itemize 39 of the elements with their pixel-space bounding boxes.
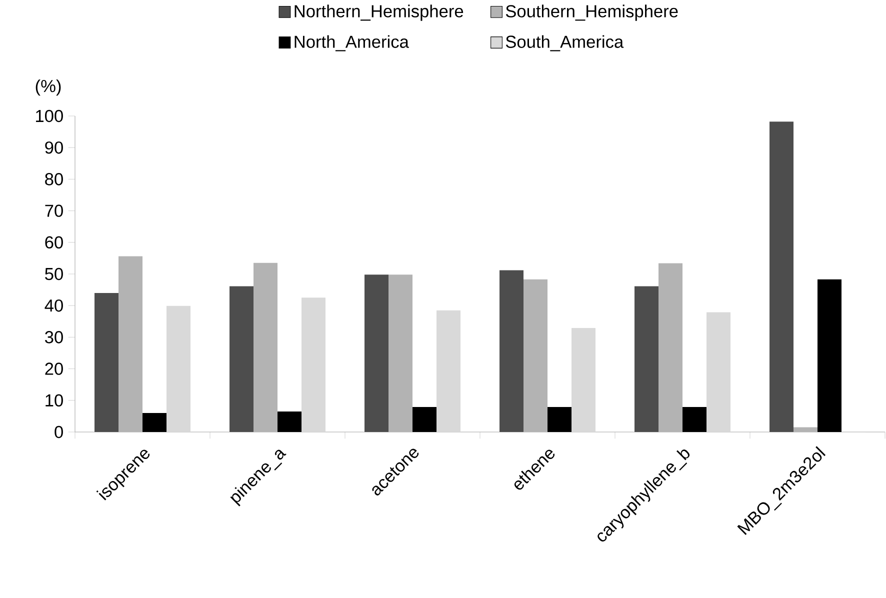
- y-tick-label: 90: [45, 141, 63, 154]
- y-tick-label: 20: [45, 362, 63, 375]
- bar: [500, 270, 524, 432]
- bar: [658, 263, 683, 432]
- bar: [634, 286, 658, 432]
- bar: [94, 292, 119, 432]
- bar: [524, 279, 548, 432]
- y-tick-label: 100: [36, 110, 63, 122]
- y-tick-label: 30: [45, 331, 63, 344]
- bar: [794, 427, 818, 432]
- legend-label: North_America: [294, 35, 409, 52]
- bar: [412, 407, 437, 432]
- bar: [302, 298, 326, 432]
- bar: [770, 122, 794, 432]
- bar: [572, 328, 596, 432]
- y-tick-label: 80: [45, 173, 63, 186]
- bar: [818, 279, 842, 432]
- bar: [436, 310, 460, 432]
- y-tick-label: 50: [45, 268, 63, 280]
- bar: [682, 407, 706, 432]
- y-tick-label: 0: [54, 426, 63, 438]
- y-axis-title: (%): [36, 79, 61, 96]
- bar: [388, 274, 413, 432]
- legend-label: South_America: [506, 35, 624, 52]
- bar: [142, 413, 167, 432]
- legend-label: Northern_Hemisphere: [294, 4, 464, 21]
- bar: [706, 312, 730, 432]
- bar: [166, 306, 191, 432]
- y-tick-label: 10: [46, 394, 63, 407]
- bar: [548, 407, 572, 432]
- y-tick-label: 40: [44, 299, 63, 312]
- bar: [118, 256, 143, 432]
- bar: [254, 262, 278, 432]
- bar: [230, 286, 254, 432]
- legend-label: Southern_Hemisphere: [506, 4, 678, 21]
- bar: [278, 411, 302, 432]
- y-tick-label: 60: [45, 236, 63, 249]
- y-tick-label: 70: [45, 204, 63, 217]
- bar: [364, 274, 389, 432]
